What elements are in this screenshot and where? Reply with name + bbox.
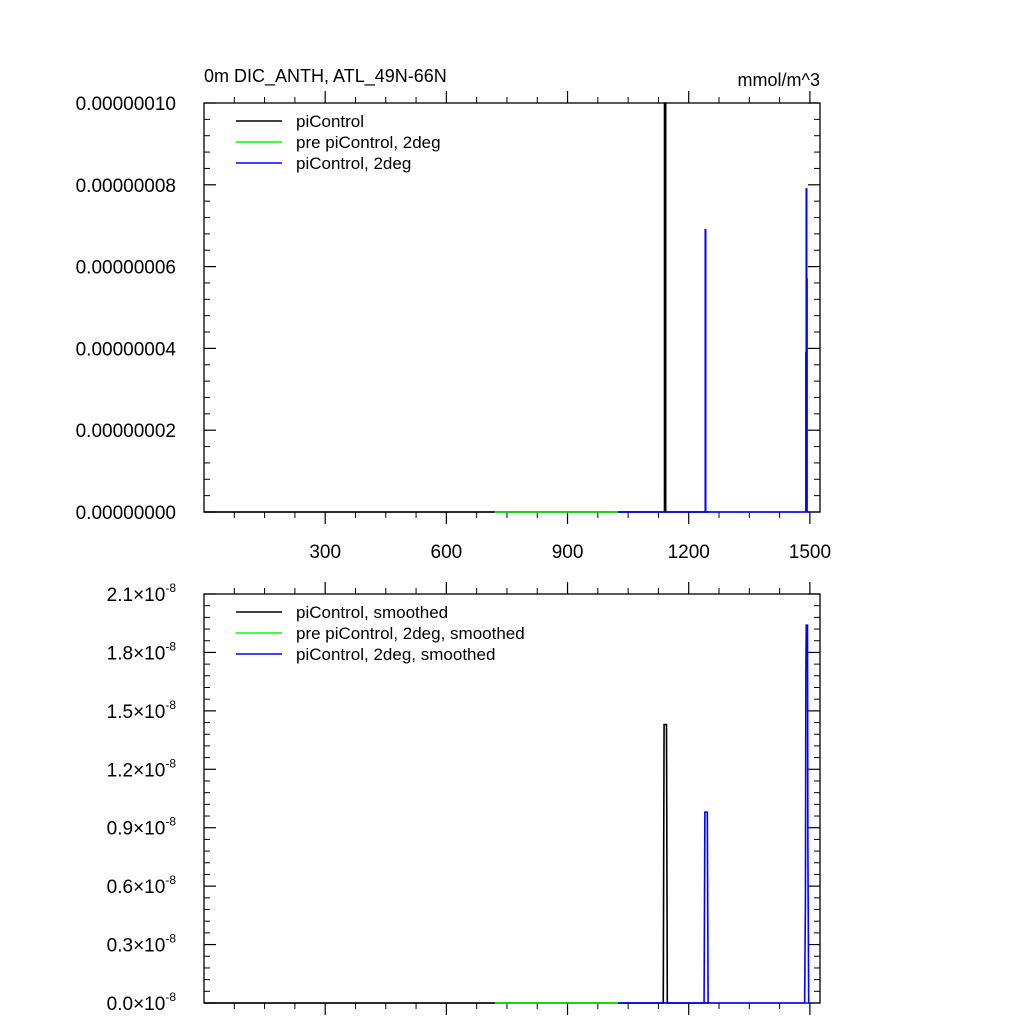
top-x-ticks: 300 600 900 1200 1500 <box>233 91 831 563</box>
series-line-2 <box>618 624 810 1004</box>
y-tick-label: 0.00000004 <box>76 339 177 360</box>
series-line-0 <box>204 723 709 1004</box>
x-tick-label: 1500 <box>789 542 831 563</box>
legend-label: piControl, smoothed <box>296 603 448 622</box>
x-tick-label: 600 <box>431 542 463 563</box>
x-tick-label: 300 <box>309 542 341 563</box>
series-line-2 <box>618 188 810 513</box>
legend-label: piControl, 2deg, smoothed <box>296 645 495 664</box>
legend-label: piControl, 2deg <box>296 154 411 173</box>
legend-label: pre piControl, 2deg <box>296 133 441 152</box>
top-panel: 0m DIC_ANTH, ATL_49N-66N mmol/m^3 0.0000… <box>76 66 831 563</box>
y-tick-label: 0.6×10-8 <box>107 873 177 898</box>
legend-label: pre piControl, 2deg, smoothed <box>296 624 525 643</box>
top-chart-units: mmol/m^3 <box>738 70 820 90</box>
y-tick-label: 0.00000006 <box>76 258 176 279</box>
top-y-ticks: 0.00000000 0.00000002 0.00000004 0.00000006… <box>76 94 820 524</box>
y-tick-label: 0.00000008 <box>76 176 176 197</box>
series-line-0 <box>204 102 709 513</box>
y-tick-label: 0.9×10-8 <box>107 815 177 840</box>
y-tick-label: 0.3×10-8 <box>107 932 177 957</box>
bottom-panel: 0.0×10-8 0.3×10-8 0.6×10-8 0.9×10-8 1.2×10-8… <box>107 581 821 1015</box>
bottom-y-ticks: 0.0×10-8 0.3×10-8 0.6×10-8 0.9×10-8 1.2×10-8… <box>107 581 820 1015</box>
y-tick-label: 0.00000000 <box>76 503 176 524</box>
bottom-series-lines <box>204 624 810 1004</box>
y-tick-label: 1.2×10-8 <box>107 756 177 781</box>
legend-label: piControl <box>296 112 364 131</box>
y-tick-label: 0.00000002 <box>76 421 176 442</box>
top-legend: piControl pre piControl, 2deg piControl, 2… <box>236 112 441 173</box>
y-tick-label: 0.0×10-8 <box>107 990 177 1015</box>
y-tick-label: 1.5×10-8 <box>107 698 177 723</box>
top-series-lines <box>204 102 810 513</box>
bottom-legend: piControl, smoothed pre piControl, 2deg, … <box>236 603 525 664</box>
x-tick-label: 1200 <box>668 542 710 563</box>
top-chart-title: 0m DIC_ANTH, ATL_49N-66N <box>204 66 447 87</box>
x-tick-label: 900 <box>552 542 584 563</box>
y-tick-label: 1.8×10-8 <box>107 639 177 664</box>
y-tick-label: 0.00000010 <box>76 94 176 115</box>
bottom-x-ticks <box>233 582 811 1015</box>
y-tick-label: 2.1×10-8 <box>107 581 177 606</box>
